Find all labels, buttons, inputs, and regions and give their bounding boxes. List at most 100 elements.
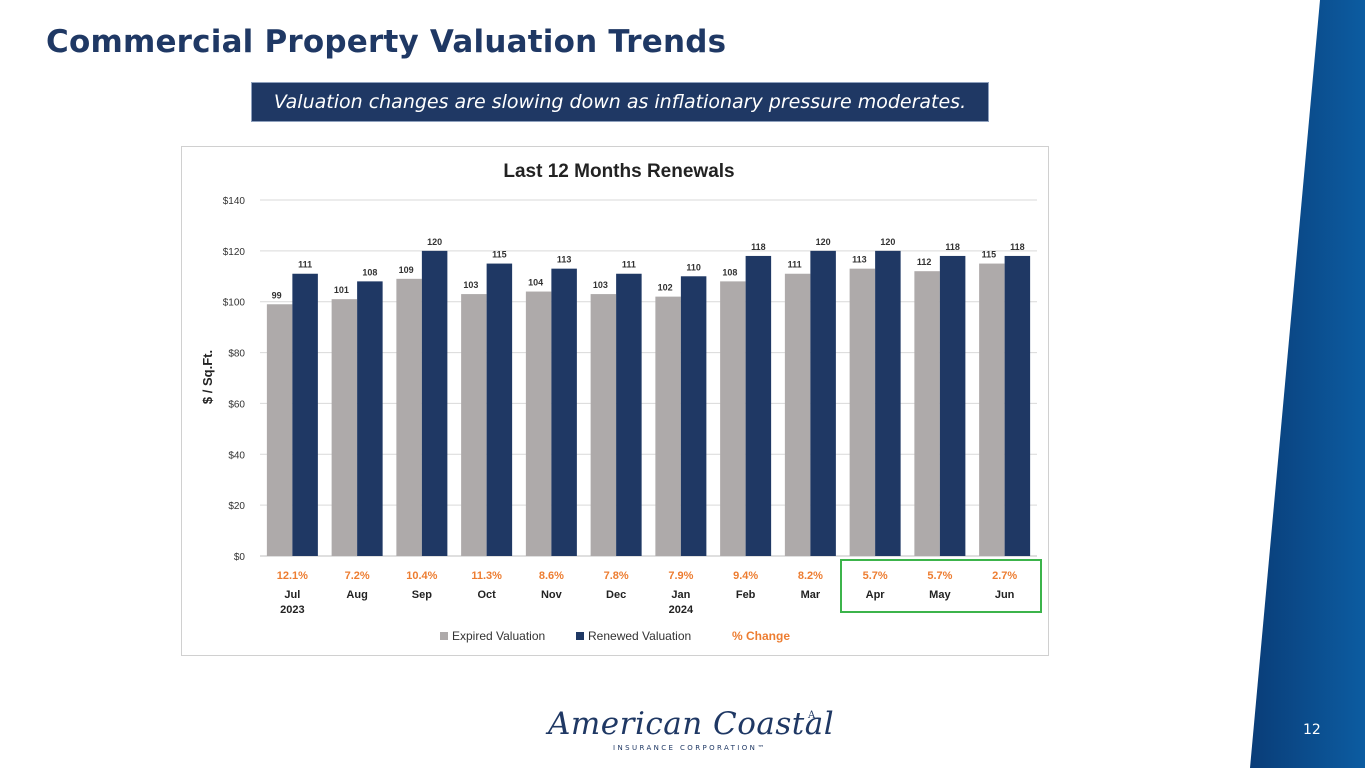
data-label-expired: 115 — [982, 250, 997, 260]
y-tick-label: $80 — [228, 349, 245, 360]
legend: Expired Valuation Renewed Valuation % Ch… — [440, 629, 790, 643]
x-tick-label: May — [929, 589, 951, 601]
x-tick-label: Jul — [284, 589, 300, 601]
bar-expired — [655, 296, 681, 556]
x-tick-label: Mar — [801, 589, 821, 601]
x-tick-label: Apr — [866, 589, 886, 601]
logo-mark-icon: A — [807, 710, 816, 720]
highlight-box — [840, 559, 1042, 613]
pct-change-label: 2.7% — [992, 570, 1017, 582]
bar-expired — [979, 263, 1005, 556]
decorative-side-band — [1250, 0, 1365, 768]
y-tick-label: $20 — [228, 501, 245, 512]
y-tick-label: $120 — [223, 247, 246, 258]
data-label-expired: 104 — [528, 278, 543, 288]
x-tick-year-label: 2024 — [669, 604, 694, 616]
bar-expired — [331, 299, 358, 556]
y-axis-title: $ / Sq.Ft. — [200, 350, 215, 404]
x-tick-label: Jun — [995, 589, 1015, 601]
y-tick-label: $0 — [234, 552, 246, 563]
bar-renewed — [745, 255, 772, 556]
svg-text:A: A — [807, 710, 816, 720]
x-tick-label: Oct — [477, 589, 496, 601]
legend-swatch-renewed — [576, 632, 584, 640]
x-tick-label: Sep — [412, 589, 432, 601]
bar-renewed — [421, 250, 448, 556]
y-tick-label: $100 — [223, 298, 246, 309]
pct-change-label: 7.9% — [668, 570, 693, 582]
y-tick-label: $140 — [223, 196, 246, 207]
data-label-expired: 99 — [272, 290, 282, 300]
legend-label-renewed: Renewed Valuation — [588, 629, 691, 643]
pct-change-label: 7.8% — [604, 570, 629, 582]
pct-change-label: 5.7% — [927, 570, 952, 582]
data-label-expired: 111 — [788, 260, 802, 270]
legend-label-expired: Expired Valuation — [452, 629, 545, 643]
data-label-renewed: 108 — [362, 267, 377, 277]
x-tick-label: Feb — [736, 589, 756, 601]
x-tick-label: Nov — [541, 589, 563, 601]
pct-change-label: 8.6% — [539, 570, 564, 582]
pct-change-label: 11.3% — [471, 570, 502, 582]
company-logo: American Coastal A INSURANCE CORPORATION… — [548, 706, 834, 758]
bar-expired — [720, 281, 746, 556]
x-tick-year-label: 2023 — [280, 604, 304, 616]
chart-frame: Last 12 Months Renewals $ / Sq.Ft. $0 $20… — [181, 146, 1049, 656]
bar-expired — [525, 291, 552, 556]
page-title: Commercial Property Valuation Trends — [46, 24, 727, 60]
chart-title: Last 12 Months Renewals — [503, 161, 734, 182]
data-label-renewed: 113 — [557, 255, 572, 265]
data-label-expired: 109 — [399, 265, 414, 275]
data-label-renewed: 118 — [945, 242, 960, 252]
data-label-expired: 103 — [463, 280, 478, 290]
data-label-renewed: 118 — [751, 242, 766, 252]
page-number: 12 — [1303, 722, 1321, 738]
data-label-expired: 113 — [852, 255, 867, 265]
x-tick-label: Dec — [606, 589, 626, 601]
legend-swatch-expired — [440, 632, 448, 640]
pct-change-label: 8.2% — [798, 570, 823, 582]
bar-expired — [590, 294, 617, 556]
x-tick-label: Jan — [671, 589, 690, 601]
subtitle-banner: Valuation changes are slowing down as in… — [251, 82, 989, 122]
bar-expired — [396, 278, 422, 556]
logo-tagline: INSURANCE CORPORATION™ — [613, 744, 767, 752]
data-label-expired: 112 — [917, 257, 932, 267]
logo-wordmark: American Coastal — [548, 706, 835, 742]
x-tick-label: Aug — [346, 589, 367, 601]
bar-renewed — [616, 273, 642, 556]
data-label-renewed: 120 — [816, 237, 831, 247]
bar-expired — [266, 304, 293, 556]
bar-renewed — [939, 255, 966, 556]
bar-renewed — [357, 281, 383, 556]
data-label-renewed: 111 — [298, 260, 312, 270]
bar-renewed — [292, 273, 318, 556]
data-label-renewed: 120 — [427, 237, 442, 247]
data-label-renewed: 115 — [492, 250, 507, 260]
bar-expired — [461, 294, 487, 556]
pct-change-label: 12.1% — [277, 570, 308, 582]
data-label-expired: 101 — [334, 285, 349, 295]
data-label-expired: 102 — [658, 283, 673, 293]
data-label-renewed: 120 — [880, 237, 895, 247]
y-tick-label: $40 — [228, 450, 245, 461]
data-label-renewed: 110 — [686, 262, 701, 272]
bar-expired — [914, 271, 940, 556]
bar-renewed — [810, 250, 836, 556]
data-label-expired: 103 — [593, 280, 608, 290]
pct-change-label: 9.4% — [733, 570, 758, 582]
bar-renewed — [486, 263, 513, 556]
legend-label-pct-change: % Change — [732, 629, 790, 643]
bar-expired — [849, 268, 876, 556]
bar-renewed — [1004, 255, 1031, 556]
data-label-renewed: 111 — [622, 260, 636, 270]
pct-change-label: 10.4% — [406, 570, 437, 582]
bar-renewed — [875, 250, 901, 556]
pct-change-label: 7.2% — [345, 570, 370, 582]
bar-renewed — [551, 268, 577, 556]
pct-change-label: 5.7% — [863, 570, 888, 582]
data-label-renewed: 118 — [1010, 242, 1025, 252]
data-label-expired: 108 — [722, 267, 737, 277]
bar-expired — [784, 273, 811, 556]
y-tick-label: $60 — [228, 399, 245, 410]
